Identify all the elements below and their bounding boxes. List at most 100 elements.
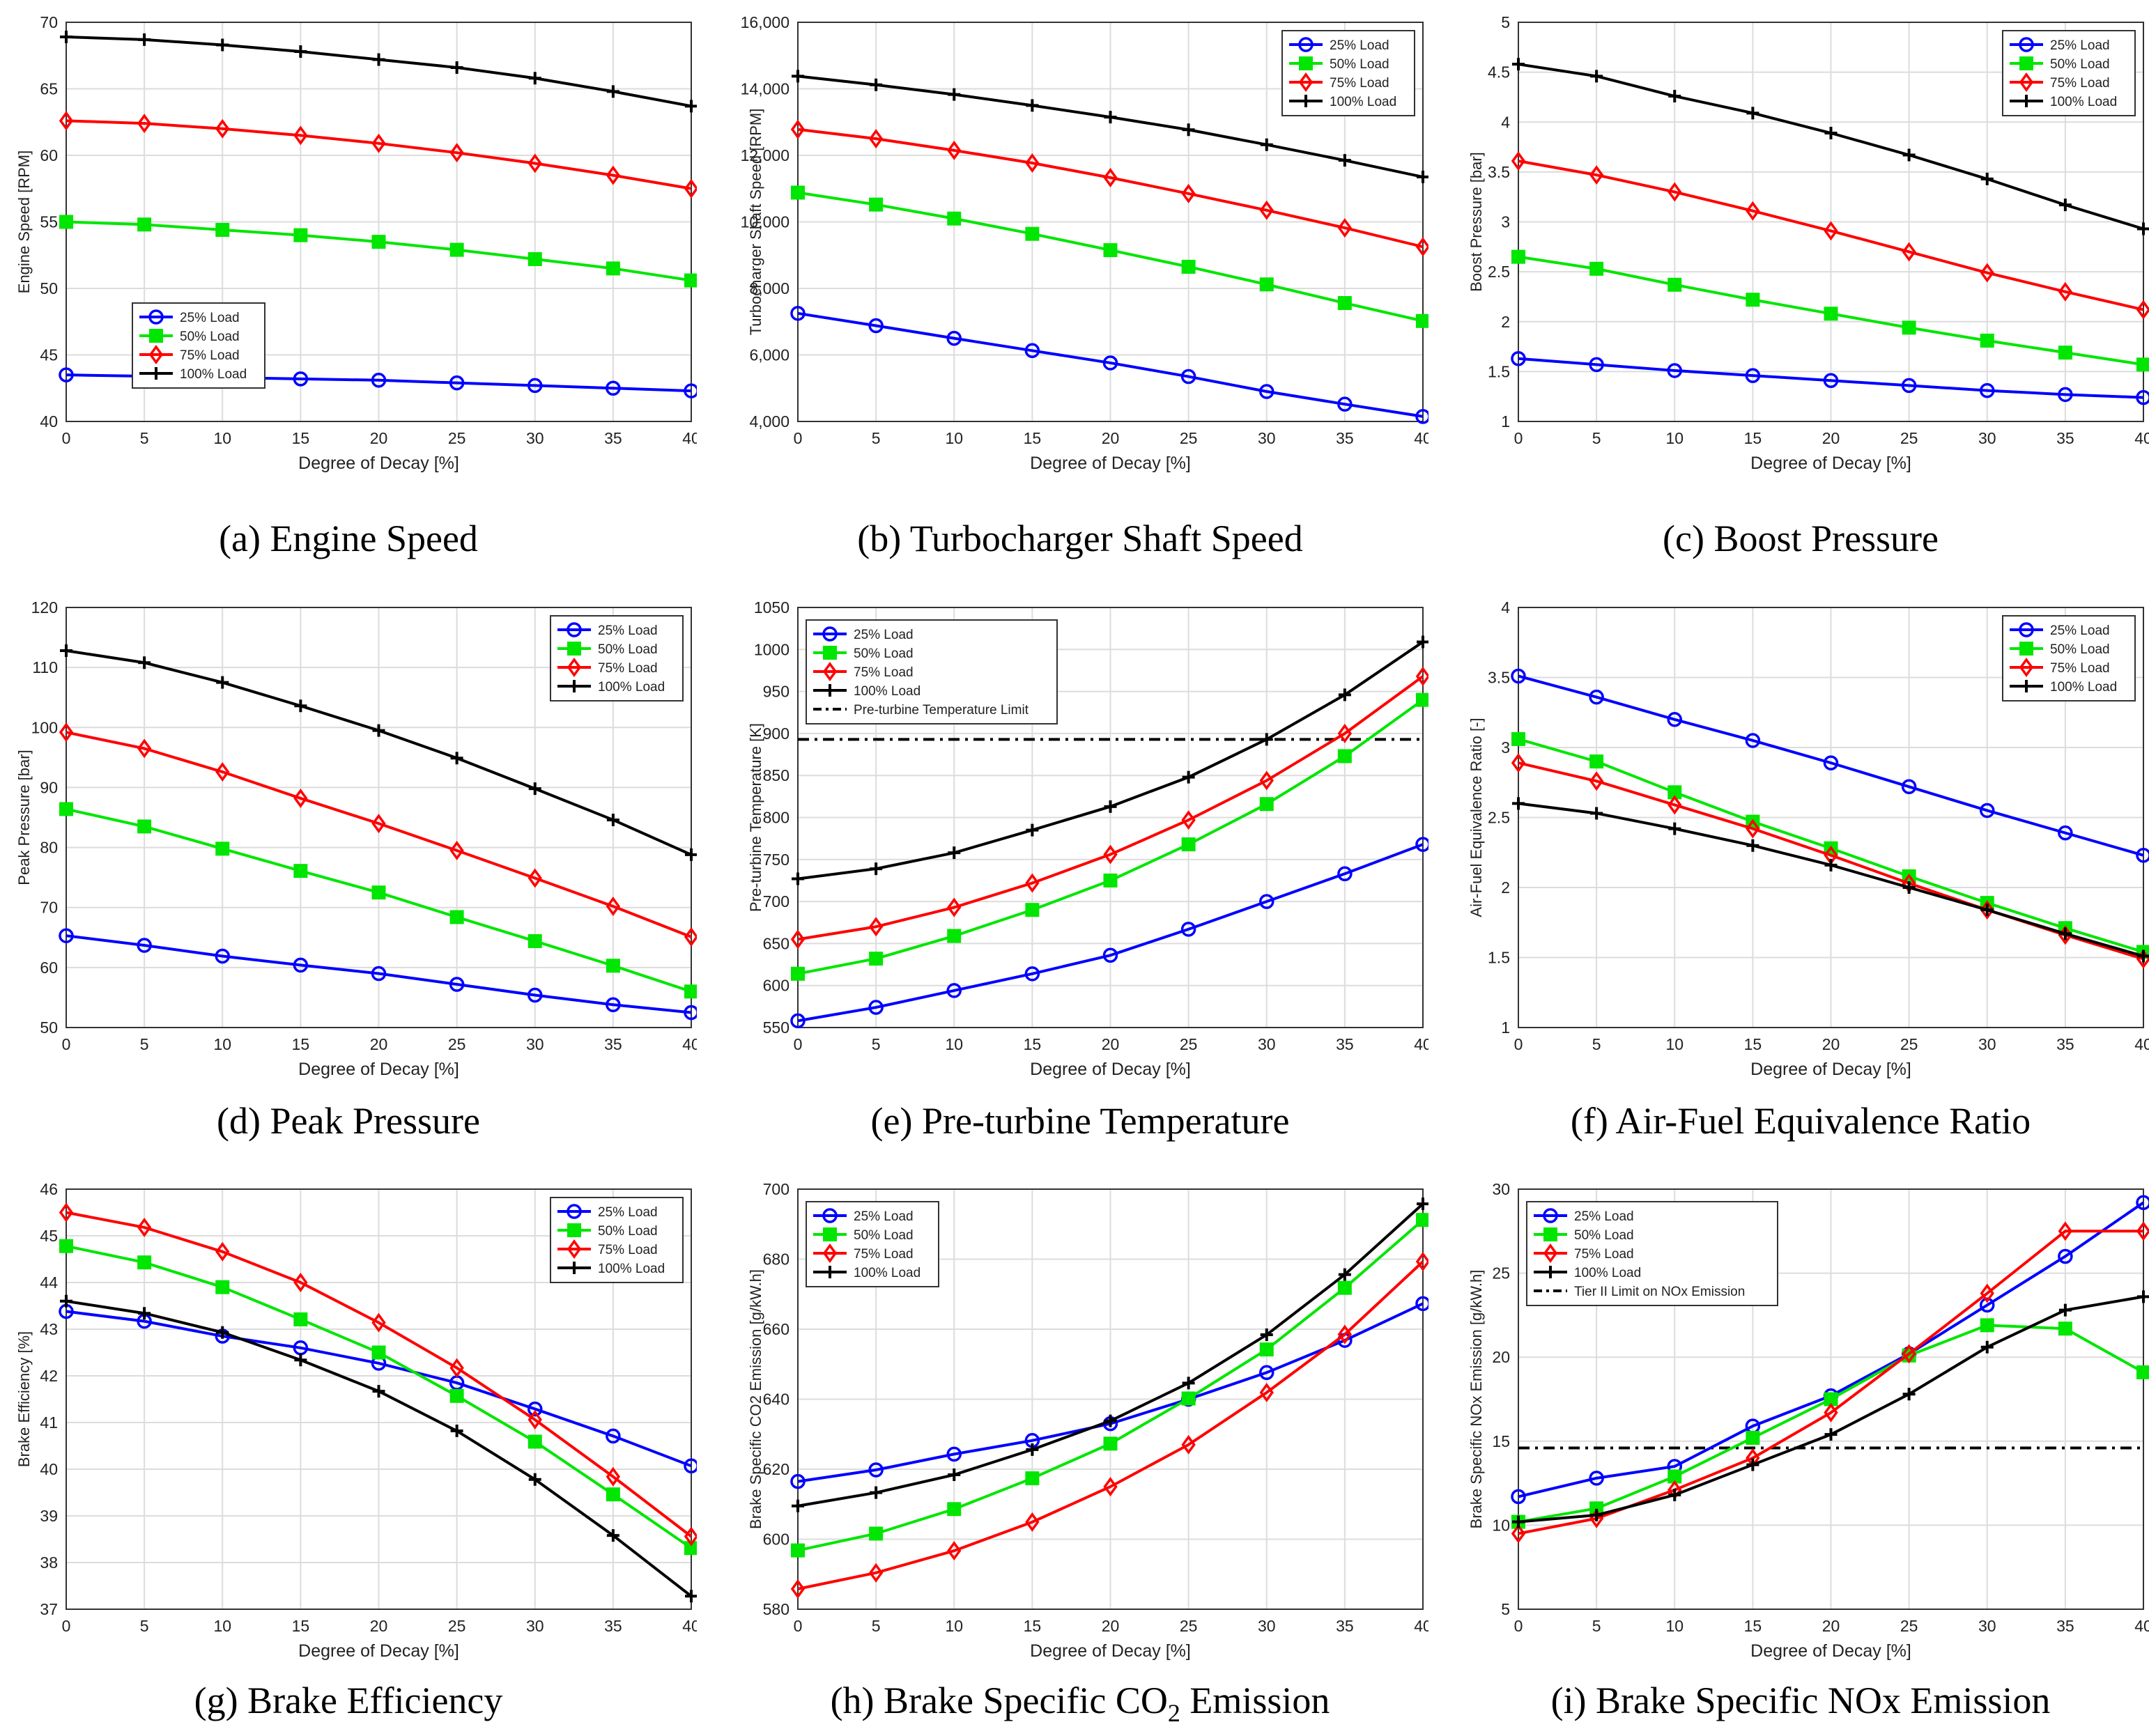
data-point xyxy=(790,929,806,950)
x-tick-label: 15 xyxy=(1024,1617,1042,1635)
x-tick-label: 5 xyxy=(872,429,881,447)
y-tick-label: 50 xyxy=(40,279,58,297)
data-point xyxy=(1026,1443,1039,1456)
series-75-load xyxy=(1511,151,2149,320)
data-point xyxy=(1511,351,1526,366)
data-point xyxy=(1260,733,1273,746)
data-point xyxy=(449,143,464,163)
x-tick-label: 5 xyxy=(140,1617,149,1635)
y-tick-label: 50 xyxy=(40,1018,58,1037)
data-point xyxy=(60,31,72,44)
series-25-load xyxy=(790,837,1431,1029)
data-point xyxy=(450,61,463,74)
legend: 25% Load 50% Load 75% Load 100% Load Tier II… xyxy=(1526,1201,1778,1306)
data-point xyxy=(1746,1458,1759,1471)
data-point xyxy=(449,840,464,860)
x-tick-label: 25 xyxy=(1180,1035,1198,1053)
data-point xyxy=(1415,237,1431,257)
data-point xyxy=(1259,384,1274,399)
legend-swatch-marker xyxy=(822,1208,838,1223)
data-point xyxy=(1337,723,1353,743)
legend-swatch-marker xyxy=(2020,680,2033,692)
data-point xyxy=(792,70,804,83)
y-axis-label: Pre-turbine Temperature [K] xyxy=(747,723,764,912)
y-tick-label: 950 xyxy=(763,683,789,701)
legend: 25% Load 50% Load 75% Load 100% Load xyxy=(2002,30,2136,116)
series-100-load xyxy=(792,1198,1429,1512)
y-tick-label: 12,000 xyxy=(741,146,789,164)
data-point xyxy=(1181,183,1196,203)
data-point xyxy=(215,1280,230,1294)
data-point xyxy=(1259,770,1274,791)
data-point xyxy=(1025,1471,1040,1486)
legend-swatch-marker xyxy=(1299,56,1313,70)
x-tick-label: 0 xyxy=(62,1035,71,1053)
legend-swatch-marker xyxy=(2019,658,2034,677)
data-point xyxy=(1259,1365,1274,1381)
data-point xyxy=(790,1013,806,1029)
data-point xyxy=(947,897,962,917)
y-tick-label: 8,000 xyxy=(749,279,789,297)
x-tick-label: 20 xyxy=(1102,1617,1120,1635)
y-axis-label: Turbocharger Shaft Speed [RPM] xyxy=(747,109,764,336)
data-point xyxy=(685,848,698,861)
series-line xyxy=(66,1310,692,1468)
data-point xyxy=(1104,1414,1117,1427)
series-line xyxy=(797,311,1424,418)
data-point xyxy=(527,933,542,948)
x-axis-label: Degree of Decay [%] xyxy=(1030,454,1191,473)
data-point xyxy=(372,1385,385,1398)
data-point xyxy=(947,140,962,160)
series-50-load xyxy=(791,1213,1430,1558)
data-point xyxy=(215,1241,230,1262)
y-tick-label: 2 xyxy=(1501,878,1510,897)
panel-pre-turbine-temperature: 550 600 650 700 750 800 850 900 950 1000 1050 0 5 10 1… xyxy=(732,585,1432,1094)
x-tick-label: 30 xyxy=(1258,429,1276,447)
legend-entry-label: 50% Load xyxy=(598,1224,658,1239)
data-point xyxy=(1337,396,1353,412)
x-tick-label: 25 xyxy=(1180,429,1198,447)
chart-pre-turbine-temperature: 550 600 650 700 750 800 850 900 950 1000 1050 0 5 10 1… xyxy=(747,598,1432,1079)
y-tick-label: 60 xyxy=(40,959,58,977)
data-point xyxy=(1901,779,1917,795)
data-point xyxy=(449,977,465,992)
caption-engine-speed: (a) Engine Speed xyxy=(219,518,478,559)
data-point xyxy=(1589,261,1604,276)
data-point xyxy=(1980,1283,1994,1303)
panel-nox-emission: 5 10 15 20 25 30 0 5 10 15 20 25 30 35 40 Degree of Dec… xyxy=(1452,1167,2149,1675)
data-point xyxy=(1416,692,1430,707)
data-point xyxy=(1181,1434,1196,1455)
legend-entry-label: 25% Load xyxy=(1330,38,1389,53)
x-tick-label: 30 xyxy=(526,1617,544,1635)
data-point xyxy=(215,222,230,237)
data-point xyxy=(1338,688,1351,702)
x-tick-label: 35 xyxy=(1336,429,1354,447)
data-point xyxy=(371,235,386,249)
y-tick-label: 100 xyxy=(31,718,58,736)
data-point xyxy=(1259,277,1274,292)
x-axis-label: Degree of Decay [%] xyxy=(1750,1060,1911,1079)
legend-swatch-marker xyxy=(822,1243,838,1263)
series-line xyxy=(1518,357,2144,399)
x-tick-label: 35 xyxy=(1336,1035,1354,1053)
data-point xyxy=(1512,58,1525,71)
chart-brake-efficiency: 37 38 39 40 41 42 43 44 45 46 0 5 10 15 20 25 30 35 40 Degr… xyxy=(15,1180,700,1661)
data-point xyxy=(1824,307,1838,321)
y-tick-label: 55 xyxy=(40,213,58,231)
data-point xyxy=(1025,226,1040,241)
series-100-load xyxy=(60,1294,698,1603)
data-point xyxy=(293,1273,308,1292)
legend: 25% Load 50% Load 75% Load 100% Load Pre-tur… xyxy=(806,619,1058,724)
data-point xyxy=(2137,1290,2149,1303)
data-point xyxy=(527,1410,542,1429)
legend-entry-label: 50% Load xyxy=(2050,642,2110,657)
legend-entry-label: 75% Load xyxy=(598,1243,658,1257)
y-tick-label: 4 xyxy=(1501,113,1510,131)
data-point xyxy=(1824,127,1838,140)
data-point xyxy=(1259,200,1274,220)
y-tick-label: 10 xyxy=(1492,1516,1510,1534)
x-tick-label: 40 xyxy=(2134,429,2149,447)
data-point xyxy=(606,813,619,826)
data-point xyxy=(1824,221,1838,241)
data-point xyxy=(1824,1402,1838,1423)
